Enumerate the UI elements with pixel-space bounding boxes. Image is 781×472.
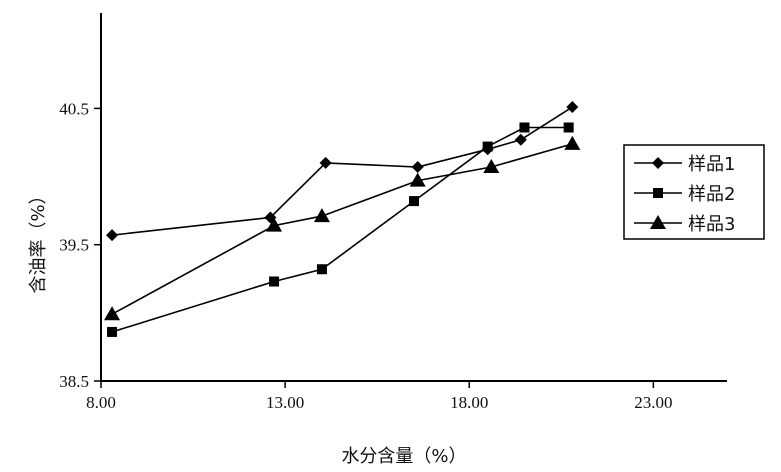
diamond-marker — [319, 156, 332, 169]
triangle-marker — [104, 306, 121, 321]
chart-legend: 样品1 样品2 样品3 — [623, 144, 765, 240]
square-marker — [563, 122, 574, 133]
y-tick-label: 38.5 — [59, 372, 89, 391]
series-3 — [104, 135, 581, 321]
x-tick-label: 13.00 — [266, 393, 304, 412]
square-marker — [269, 276, 280, 287]
legend-label: 样品1 — [688, 154, 735, 175]
legend-item: 样品2 — [634, 184, 735, 205]
x-tick-label: 18.00 — [450, 393, 488, 412]
square-marker — [316, 264, 327, 275]
y-tick-label: 39.5 — [59, 236, 89, 255]
diamond-marker — [106, 229, 119, 242]
chart-axes: 8.00 13.00 18.00 23.00 38.5 39.5 40.5 水分含量（%） 含油… — [28, 13, 727, 467]
legend-diamond-marker — [652, 157, 664, 169]
series-line — [111, 126, 569, 333]
square-marker — [107, 326, 118, 337]
legend-triangle-marker — [650, 215, 666, 229]
diamond-marker — [411, 161, 424, 174]
series-line — [111, 143, 573, 315]
series-1 — [106, 101, 579, 242]
square-marker — [519, 122, 530, 133]
legend-item: 样品3 — [634, 214, 735, 235]
legend-label: 样品3 — [688, 214, 735, 235]
y-tick-label: 40.5 — [59, 99, 89, 118]
x-axis-title: 水分含量（%） — [341, 446, 466, 467]
diamond-marker — [514, 133, 527, 146]
series-2 — [107, 122, 574, 337]
triangle-marker — [564, 135, 581, 150]
diamond-marker — [566, 101, 579, 114]
legend-item: 样品1 — [634, 154, 735, 175]
y-axis-title: 含油率（%） — [28, 186, 49, 293]
triangle-marker — [483, 159, 500, 174]
square-marker — [482, 141, 493, 152]
triangle-marker — [313, 208, 330, 223]
x-tick-label: 8.00 — [86, 393, 116, 412]
x-tick-label: 23.00 — [634, 393, 672, 412]
series-line — [111, 106, 573, 236]
triangle-marker — [266, 217, 283, 232]
legend-square-marker — [653, 188, 663, 198]
chart-series — [104, 101, 581, 337]
square-marker — [409, 196, 419, 207]
legend-label: 样品2 — [688, 184, 735, 205]
triangle-marker — [409, 172, 426, 187]
